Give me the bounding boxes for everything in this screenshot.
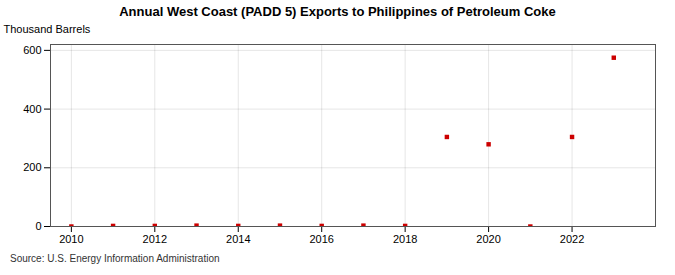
svg-text:200: 200 — [23, 161, 41, 173]
html-text:Source: U.S. Energy Informatio: Source: U.S. Energy Information Administ… — [10, 253, 220, 264]
svg-text:2014: 2014 — [226, 233, 250, 245]
svg-text:2012: 2012 — [143, 233, 167, 245]
svg-text:0: 0 — [35, 220, 41, 232]
svg-text:2020: 2020 — [476, 233, 500, 245]
svg-text:2016: 2016 — [309, 233, 333, 245]
svg-text:Thousand Barrels: Thousand Barrels — [4, 23, 91, 35]
svg-text:600: 600 — [23, 44, 41, 56]
svg-text:2022: 2022 — [560, 233, 584, 245]
svg-text:2010: 2010 — [59, 233, 83, 245]
svg-text:400: 400 — [23, 103, 41, 115]
svg-text:2018: 2018 — [393, 233, 417, 245]
html-text:Annual West Coast (PADD 5) Exp: Annual West Coast (PADD 5) Exports to Ph… — [119, 4, 556, 19]
